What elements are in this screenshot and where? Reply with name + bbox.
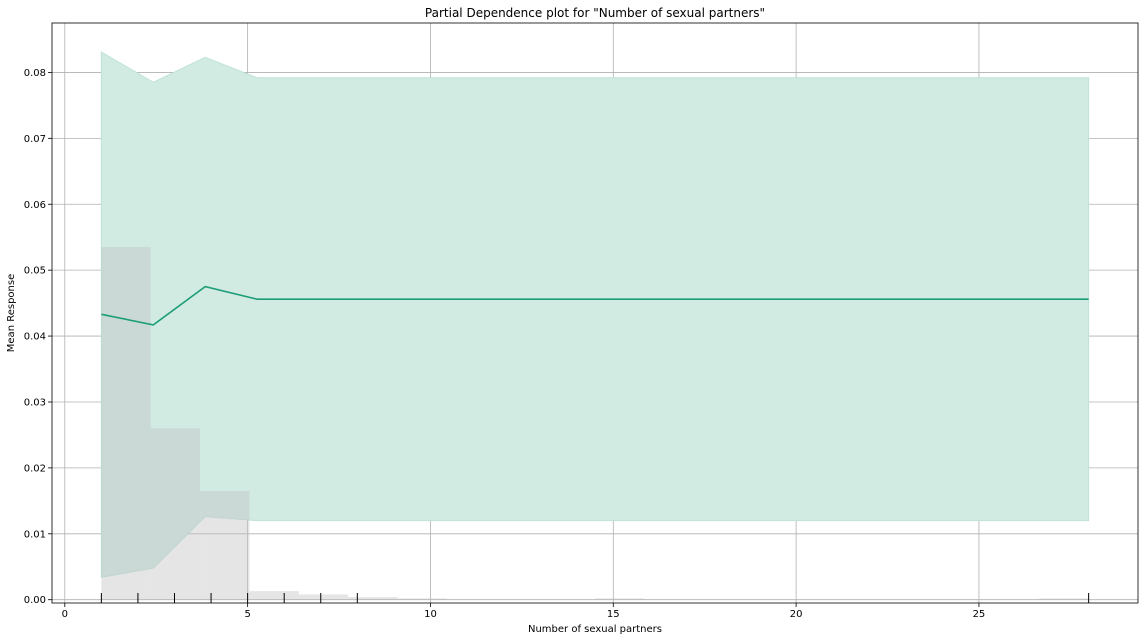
histogram-bar [150, 428, 201, 600]
mean-response-polyline [101, 285, 1089, 326]
y-tick-label: 0.02 [24, 463, 46, 474]
y-tick-label: 0.00 [24, 595, 46, 606]
histogram-bar [595, 598, 645, 600]
y-tick-label: 0.07 [24, 134, 46, 145]
histogram-bar [298, 594, 349, 600]
y-tick-label: 0.08 [24, 68, 46, 79]
x-tick-label: 25 [973, 609, 986, 620]
histogram-bar [200, 490, 250, 600]
histogram-bar [249, 591, 299, 600]
x-tick-label: 15 [607, 609, 620, 620]
x-axis-label: Number of sexual partners [528, 624, 662, 635]
x-tick-label: 5 [244, 609, 250, 620]
y-tick-label: 0.05 [24, 266, 46, 277]
y-tick-label: 0.04 [24, 332, 46, 343]
chart-title: Partial Dependence plot for "Number of s… [425, 6, 765, 20]
y-tick-label: 0.06 [24, 200, 46, 211]
confidence-band-area [100, 51, 1090, 578]
histogram-bar [101, 247, 151, 600]
y-axis-label: Mean Response [6, 274, 17, 352]
y-axis-ticks: 0.00 0.01 0.02 0.03 0.04 0.05 0.06 0.07 0.08 [24, 68, 52, 606]
y-tick-label: 0.03 [24, 397, 46, 408]
x-tick-label: 20 [790, 609, 803, 620]
histogram-bar [348, 597, 398, 600]
histogram [101, 247, 1089, 600]
plot-frame [51, 22, 1139, 604]
y-tick-label: 0.01 [24, 529, 46, 540]
x-tick-label: 0 [62, 609, 68, 620]
histogram-bar [1039, 598, 1089, 600]
confidence-band [100, 51, 1090, 578]
x-axis-ticks: 0 5 10 15 20 25 [62, 603, 986, 620]
mean-response-line [101, 285, 1089, 326]
histogram-bar [397, 598, 447, 600]
x-tick-label: 10 [424, 609, 437, 620]
rug-marks [100, 593, 1090, 603]
